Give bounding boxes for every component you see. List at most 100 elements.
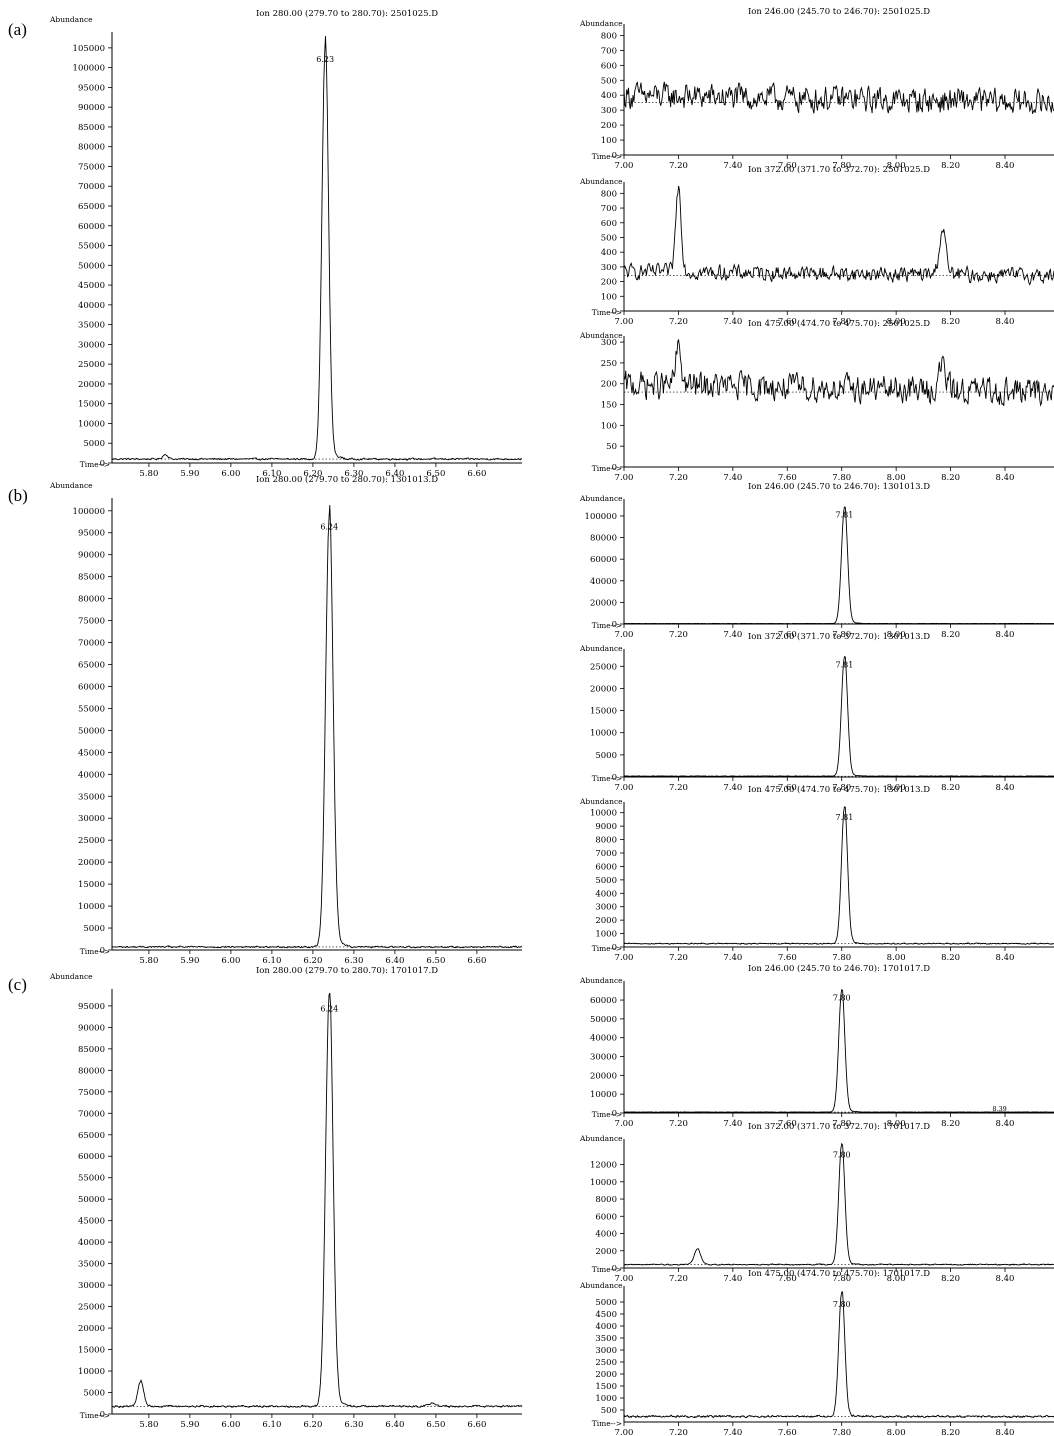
y-tick-label-b-280-13: 65000 [78,661,105,671]
y-tick-label-b-475-3: 3000 [595,903,617,913]
y-tick-label-b-280-7: 35000 [78,792,105,802]
x-tick-label-c-280-6: 6.40 [385,1420,404,1430]
x-tick-label-a-280-8: 6.60 [467,469,486,479]
x-tick-label-c-280-8: 6.60 [467,1420,486,1430]
y-tick-label-c-475-2: 1500 [595,1382,617,1392]
y-tick-label-a-246-3: 300 [601,106,617,116]
y-tick-label-c-372-3: 6000 [595,1212,617,1222]
x-tick-label-b-280-4: 6.20 [303,956,322,966]
x-tick-label-a-475-5: 8.00 [887,473,906,483]
y-tick-label-a-246-4: 400 [601,91,617,101]
y-tick-label-a-280-0: 0 [100,459,105,469]
y-tick-label-c-475-6: 3500 [595,1334,617,1344]
y-tick-label-a-475-5: 250 [601,359,617,369]
panel-label-a: (a) [8,20,27,39]
y-tick-label-b-475-4: 4000 [595,889,617,899]
y-tick-label-b-372-5: 25000 [590,662,617,672]
trace-b-246 [623,506,1054,625]
y-tick-label-b-475-0: 0 [612,943,617,953]
y-tick-label-a-280-9: 45000 [78,281,105,291]
y-tick-label-b-475-7: 7000 [595,849,617,859]
chart-title-a-280: Ion 280.00 (279.70 to 280.70): 2501025.D [256,8,438,19]
y-tick-label-b-280-9: 45000 [78,748,105,758]
chart-title-a-372: Ion 372.00 (371.70 to 372.70): 2501025.D [748,164,930,175]
x-axis-label-a-372: Time--> [592,308,622,317]
x-tick-label-c-246-0: 7.00 [615,1119,634,1129]
x-tick-label-a-246-6: 8.20 [941,161,960,171]
y-tick-label-c-246-1: 10000 [590,1090,617,1100]
x-tick-label-a-246-1: 7.20 [669,161,688,171]
y-tick-label-a-372-6: 600 [601,219,617,229]
y-tick-label-a-280-19: 95000 [78,83,105,93]
x-tick-label-c-475-4: 7.80 [832,1428,851,1436]
peak-label-c-280-0: 6.24 [320,1005,338,1014]
y-tick-label-b-475-5: 5000 [595,876,617,886]
x-tick-label-a-280-7: 6.50 [426,469,445,479]
y-tick-label-c-280-12: 60000 [78,1152,105,1162]
y-tick-label-c-280-15: 75000 [78,1088,105,1098]
y-axis-label-c-280: Abundance [49,972,93,981]
y-tick-label-a-372-4: 400 [601,248,617,258]
x-tick-label-c-246-2: 7.40 [723,1119,742,1129]
x-tick-label-b-280-5: 6.30 [344,956,363,966]
y-axis-label-b-475: Abundance [579,797,623,806]
x-tick-label-c-246-5: 8.00 [887,1119,906,1129]
y-tick-label-b-475-6: 6000 [595,862,617,872]
y-tick-label-b-475-9: 9000 [595,822,617,832]
x-tick-label-b-372-2: 7.40 [723,783,742,793]
x-tick-label-b-246-0: 7.00 [615,630,634,640]
y-tick-label-c-280-19: 95000 [78,1002,105,1012]
x-tick-label-a-246-4: 7.80 [832,161,851,171]
y-tick-label-a-246-5: 500 [601,76,617,86]
y-tick-label-c-280-9: 45000 [78,1217,105,1227]
x-tick-label-c-475-2: 7.40 [723,1428,742,1436]
y-tick-label-c-372-1: 2000 [595,1247,617,1257]
x-tick-label-b-372-5: 8.00 [887,783,906,793]
x-tick-label-b-246-5: 8.00 [887,630,906,640]
trace-a-280 [111,35,523,461]
y-tick-label-a-372-2: 200 [601,278,617,288]
y-tick-label-c-372-5: 10000 [590,1178,617,1188]
y-tick-label-a-280-3: 15000 [78,400,105,410]
panel-label-c: (c) [8,975,27,994]
y-axis-label-b-372: Abundance [579,644,623,653]
y-tick-label-c-280-4: 20000 [78,1324,105,1334]
x-tick-label-a-372-2: 7.40 [723,317,742,327]
y-axis-label-c-475: Abundance [579,1281,623,1290]
peak-label-c-372-0: 7.80 [833,1150,851,1159]
y-tick-label-c-280-14: 70000 [78,1109,105,1119]
y-tick-label-a-372-1: 100 [601,292,617,302]
x-tick-label-a-246-7: 8.40 [996,161,1015,171]
x-tick-label-b-372-0: 7.00 [615,783,634,793]
y-tick-label-c-475-7: 4000 [595,1322,617,1332]
x-tick-label-b-372-4: 7.80 [832,783,851,793]
y-tick-label-c-372-2: 4000 [595,1230,617,1240]
y-tick-label-c-246-6: 60000 [590,996,617,1006]
x-tick-label-a-280-2: 6.00 [221,469,240,479]
y-tick-label-b-246-3: 60000 [590,555,617,565]
chart-title-c-475: Ion 475.00 (474.70 to 475.70): 1701017.D [748,1268,930,1279]
x-tick-label-b-280-7: 6.50 [426,956,445,966]
x-tick-label-a-475-7: 8.40 [996,473,1015,483]
y-tick-label-c-280-6: 30000 [78,1281,105,1291]
y-axis-label-a-475: Abundance [579,331,623,340]
x-tick-label-a-372-7: 8.40 [996,317,1015,327]
y-tick-label-a-372-8: 800 [601,189,617,199]
y-axis-label-b-280: Abundance [49,481,93,490]
x-tick-label-b-372-3: 7.60 [778,783,797,793]
x-tick-label-b-475-5: 8.00 [887,953,906,963]
y-tick-label-a-372-0: 0 [612,307,617,317]
peak-label-b-246-0: 7.81 [836,510,854,519]
y-tick-label-c-372-6: 12000 [590,1161,617,1171]
x-tick-label-b-280-1: 5.90 [180,956,199,966]
x-tick-label-b-246-3: 7.60 [778,630,797,640]
y-tick-label-a-372-5: 500 [601,233,617,243]
y-tick-label-b-280-15: 75000 [78,617,105,627]
x-tick-label-b-246-6: 8.20 [941,630,960,640]
x-tick-label-b-246-2: 7.40 [723,630,742,640]
x-tick-label-a-280-5: 6.30 [344,469,363,479]
y-tick-label-a-280-16: 80000 [78,143,105,153]
x-tick-label-a-372-4: 7.80 [832,317,851,327]
y-tick-label-c-280-7: 35000 [78,1260,105,1270]
